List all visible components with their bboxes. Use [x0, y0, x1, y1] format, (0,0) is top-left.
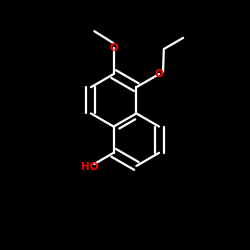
Text: O: O [109, 43, 118, 53]
Text: O: O [155, 69, 164, 79]
Text: HO: HO [81, 162, 98, 172]
